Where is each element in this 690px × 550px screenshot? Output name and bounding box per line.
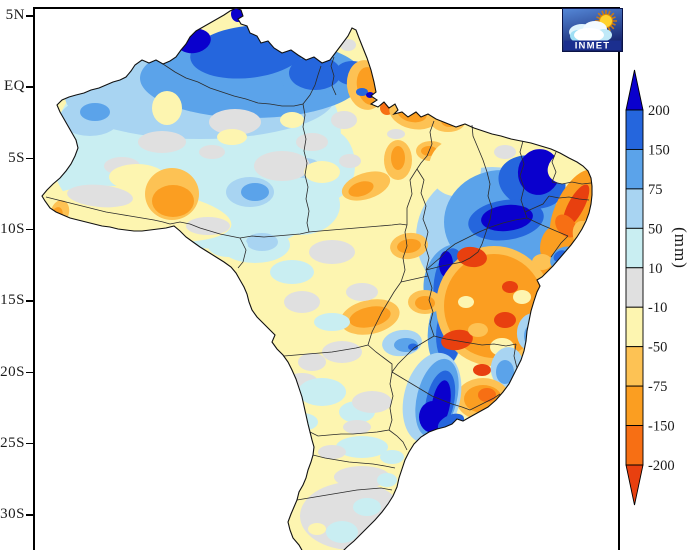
colorbar-tick-label: -50 [648, 340, 667, 356]
anomaly-fill-field [0, 0, 690, 550]
colorbar-tick-label: 75 [648, 182, 663, 198]
colorbar-segment [626, 189, 643, 228]
colorbar-tick-label: -10 [648, 300, 667, 316]
colorbar-tick-label: 50 [648, 221, 663, 237]
brazil-anomaly-map [0, 0, 690, 550]
colorbar-tick-label: 150 [648, 142, 670, 158]
colorbar-tick-label: 200 [648, 103, 670, 119]
precipitation-anomaly-figure: 5NEQ5S10S15S20S25S30S [0, 0, 690, 550]
logo-text: INMET [575, 41, 611, 52]
colorbar-segment [626, 268, 643, 307]
colorbar-segment [626, 347, 643, 386]
colorbar-tick-label: -150 [648, 419, 675, 435]
colorbar-segment [626, 149, 643, 188]
colorbar-segment [626, 426, 643, 465]
colorbar-arrow-down [626, 465, 643, 505]
colorbar-tick-label: -75 [648, 379, 667, 395]
colorbar-tick-label: 10 [648, 261, 663, 277]
inmet-logo: INMET [562, 8, 623, 52]
colorbar-segment [626, 228, 643, 267]
colorbar-segment [626, 307, 643, 346]
colorbar-segment [626, 110, 643, 149]
colorbar: 200 150 75 50 10 -10 -50 -75 -150 -200 [620, 60, 690, 520]
colorbar-tick-label: -200 [648, 458, 675, 474]
colorbar-segment [626, 386, 643, 425]
colorbar-unit-label: (mm) [670, 218, 690, 278]
colorbar-arrow-up [626, 70, 643, 110]
